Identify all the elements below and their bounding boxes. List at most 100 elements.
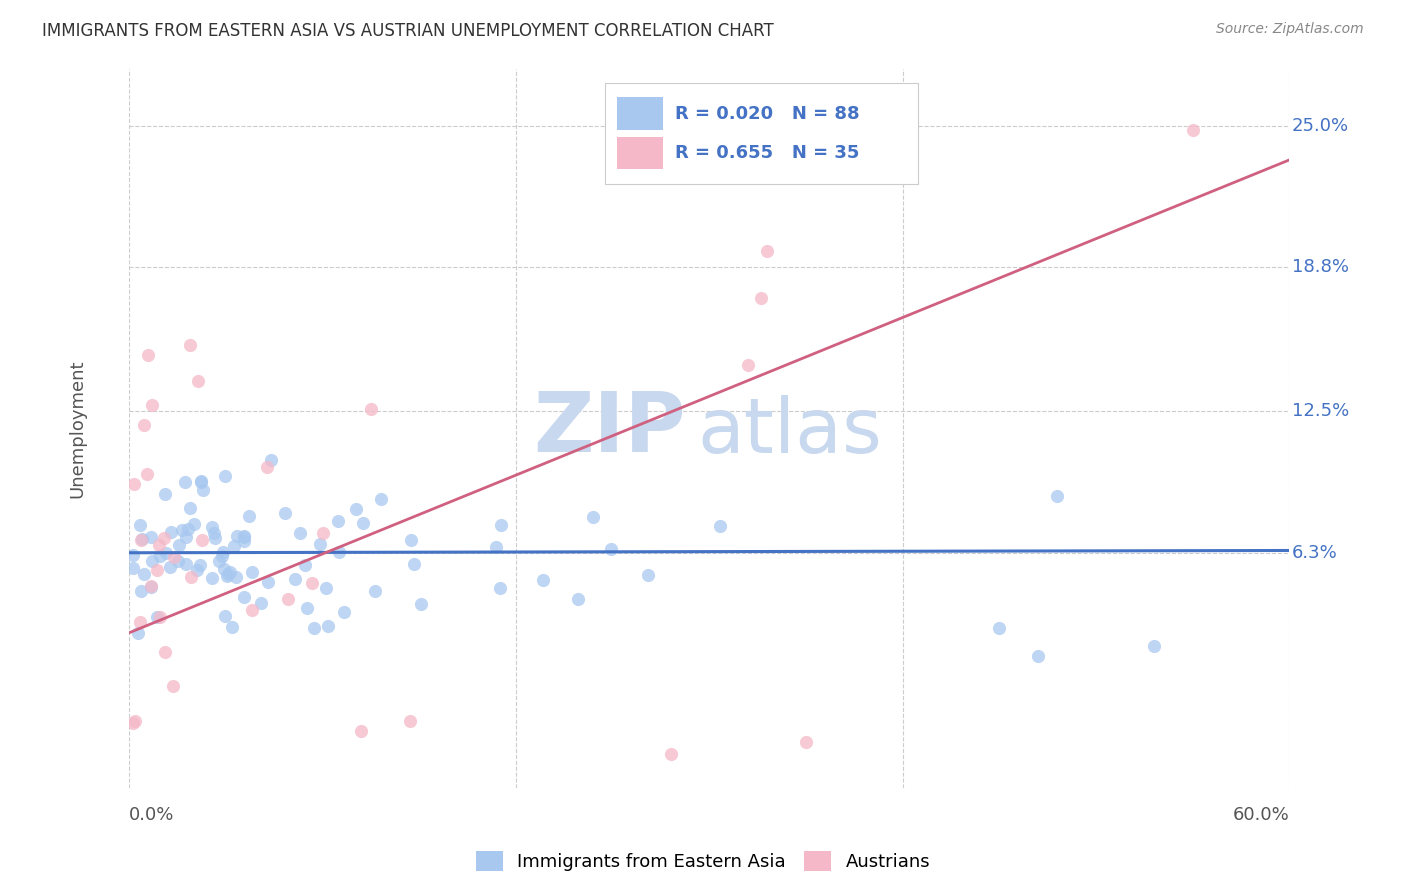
Point [129, 533, 152, 547]
Point [316, 619, 339, 633]
Point [170, 523, 193, 537]
Point [221, 619, 243, 633]
Point [233, 590, 256, 604]
Point [136, 348, 159, 362]
Point [737, 359, 759, 373]
Point [127, 626, 149, 640]
Point [284, 573, 307, 587]
Point [214, 469, 236, 483]
Point [204, 531, 226, 545]
Point [599, 542, 621, 557]
Point [146, 563, 169, 577]
Point [290, 525, 312, 540]
Point [211, 549, 233, 563]
Point [166, 554, 188, 568]
Point [153, 645, 176, 659]
Point [749, 291, 772, 305]
Point [328, 545, 350, 559]
Text: R = 0.655   N = 35: R = 0.655 N = 35 [675, 145, 859, 162]
Point [1026, 648, 1049, 663]
Point [122, 548, 145, 562]
Point [344, 502, 367, 516]
Text: IMMIGRANTS FROM EASTERN ASIA VS AUSTRIAN UNEMPLOYMENT CORRELATION CHART: IMMIGRANTS FROM EASTERN ASIA VS AUSTRIAN… [42, 22, 773, 40]
Text: R = 0.020   N = 88: R = 0.020 N = 88 [675, 105, 859, 123]
Point [214, 608, 236, 623]
Point [129, 615, 152, 629]
Legend: Immigrants from Eastern Asia, Austrians: Immigrants from Eastern Asia, Austrians [468, 844, 938, 879]
Point [136, 467, 159, 481]
Point [240, 603, 263, 617]
Point [531, 574, 554, 588]
Point [134, 567, 156, 582]
Point [225, 529, 247, 543]
Point [176, 523, 198, 537]
Point [302, 621, 325, 635]
Point [333, 605, 356, 619]
Text: 0.0%: 0.0% [129, 806, 174, 824]
Point [364, 584, 387, 599]
Point [1046, 489, 1069, 503]
Point [232, 529, 254, 543]
Point [211, 545, 233, 559]
Point [163, 550, 186, 565]
Point [155, 546, 177, 560]
Point [294, 558, 316, 573]
Point [180, 570, 202, 584]
Point [153, 532, 176, 546]
Point [139, 580, 162, 594]
FancyBboxPatch shape [616, 97, 662, 129]
Point [567, 591, 589, 606]
Point [159, 559, 181, 574]
Text: 12.5%: 12.5% [1292, 402, 1348, 420]
Point [709, 519, 731, 533]
Point [162, 679, 184, 693]
Point [139, 579, 162, 593]
Point [399, 533, 422, 548]
Point [217, 566, 239, 581]
Point [179, 500, 201, 515]
Point [360, 402, 382, 417]
Text: 18.8%: 18.8% [1292, 259, 1348, 277]
Point [352, 516, 374, 530]
Text: 60.0%: 60.0% [1233, 806, 1289, 824]
Point [191, 533, 214, 547]
Point [1181, 123, 1204, 137]
Point [149, 610, 172, 624]
Point [141, 554, 163, 568]
Point [988, 621, 1011, 635]
Point [201, 519, 224, 533]
Point [240, 565, 263, 579]
Point [207, 554, 229, 568]
Point [159, 525, 181, 540]
Point [277, 591, 299, 606]
Point [404, 557, 426, 571]
Point [131, 532, 153, 546]
Point [146, 609, 169, 624]
Point [232, 530, 254, 544]
Point [794, 735, 817, 749]
Point [260, 453, 283, 467]
Point [257, 574, 280, 589]
Point [141, 530, 163, 544]
Point [659, 747, 682, 761]
Point [176, 558, 198, 572]
Point [756, 244, 779, 259]
Point [176, 530, 198, 544]
Text: atlas: atlas [697, 395, 883, 469]
Point [489, 582, 512, 596]
Point [190, 475, 212, 490]
Point [193, 483, 215, 497]
Point [215, 569, 238, 583]
Point [183, 517, 205, 532]
Point [315, 581, 337, 595]
Point [582, 510, 605, 524]
Point [129, 583, 152, 598]
Point [312, 525, 335, 540]
Point [398, 714, 420, 728]
FancyBboxPatch shape [616, 136, 662, 169]
Point [409, 597, 432, 611]
Point [141, 398, 163, 412]
Point [188, 558, 211, 572]
Point [128, 518, 150, 533]
Point [1143, 640, 1166, 654]
